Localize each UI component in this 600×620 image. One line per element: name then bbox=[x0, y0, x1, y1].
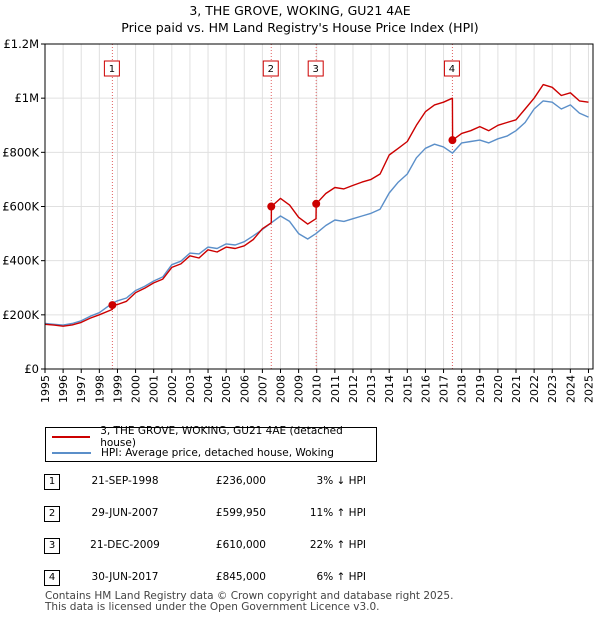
x-tick-label: 1999 bbox=[111, 375, 124, 403]
table-row: 3 21-DEC-2009 £610,000 22% ↑ HPI bbox=[44, 538, 444, 554]
y-tick-label: £400K bbox=[2, 254, 39, 268]
transaction-point bbox=[267, 202, 276, 211]
x-tick-label: 2004 bbox=[202, 375, 215, 403]
series-line-hpi bbox=[44, 100, 589, 326]
y-tick-label: £1M bbox=[14, 91, 39, 105]
plot-frame bbox=[44, 43, 594, 370]
x-tick-label: 2002 bbox=[166, 375, 179, 403]
transaction-label-box bbox=[103, 60, 120, 77]
transaction-price: £599,950 bbox=[215, 507, 266, 519]
transaction-point bbox=[448, 136, 457, 145]
transaction-date: 30-JUN-2017 bbox=[91, 571, 159, 583]
x-tick-label: 2019 bbox=[474, 375, 487, 403]
legend-label-hpi: HPI: Average price, detached house, Woki… bbox=[101, 447, 334, 459]
x-tick-label: 2022 bbox=[528, 375, 541, 403]
transaction-date: 21-SEP-1998 bbox=[91, 475, 159, 487]
transaction-label-box bbox=[262, 60, 279, 77]
y-tick-label: £0 bbox=[24, 362, 39, 376]
table-row: 4 30-JUN-2017 £845,000 6% ↑ HPI bbox=[44, 570, 444, 586]
x-tick-label: 2011 bbox=[329, 375, 342, 403]
x-tick-label: 1997 bbox=[75, 375, 88, 403]
x-tick-label: 2007 bbox=[256, 375, 269, 403]
table-row: 1 21-SEP-1998 £236,000 3% ↓ HPI bbox=[44, 474, 444, 490]
transaction-hpi: 11% ↑ HPI bbox=[309, 507, 366, 519]
x-tick-label: 2005 bbox=[220, 375, 233, 403]
transaction-label-box bbox=[307, 60, 324, 77]
transaction-price: £236,000 bbox=[215, 475, 266, 487]
x-tick-label: 2013 bbox=[365, 375, 378, 403]
x-tick-label: 2024 bbox=[564, 375, 577, 403]
transaction-number: 2 bbox=[44, 506, 60, 522]
y-tick-label: £600K bbox=[2, 200, 39, 214]
x-tick-label: 2018 bbox=[456, 375, 469, 403]
transaction-point bbox=[108, 301, 117, 310]
x-tick-label: 2020 bbox=[492, 375, 505, 403]
transaction-date: 21-DEC-2009 bbox=[90, 539, 160, 551]
legend-item-hpi: HPI: Average price, detached house, Woki… bbox=[52, 446, 334, 460]
x-tick-label: 2017 bbox=[438, 375, 451, 403]
y-tick-label: £200K bbox=[2, 308, 39, 322]
y-tick-label: £800K bbox=[2, 145, 39, 159]
transaction-number: 1 bbox=[44, 474, 60, 490]
transaction-label-box bbox=[443, 60, 460, 77]
transaction-number: 4 bbox=[44, 570, 60, 586]
transaction-label: 2 bbox=[268, 64, 274, 75]
x-tick-label: 2021 bbox=[510, 375, 523, 403]
chart-subtitle: Price paid vs. HM Land Registry's House … bbox=[121, 20, 479, 35]
x-tick-label: 2003 bbox=[184, 375, 197, 403]
x-tick-label: 2009 bbox=[293, 375, 306, 403]
x-tick-label: 2006 bbox=[238, 375, 251, 403]
transaction-hpi: 6% ↑ HPI bbox=[316, 571, 366, 583]
transaction-number: 3 bbox=[44, 538, 60, 554]
transaction-label: 4 bbox=[449, 64, 455, 75]
transaction-price: £845,000 bbox=[215, 571, 266, 583]
x-tick-label: 2014 bbox=[383, 375, 396, 403]
transaction-price: £610,000 bbox=[215, 539, 266, 551]
series-line-property bbox=[44, 83, 589, 327]
x-tick-label: 2010 bbox=[311, 375, 324, 403]
legend-swatch-property bbox=[52, 436, 91, 438]
transaction-hpi: 3% ↓ HPI bbox=[316, 475, 366, 487]
chart-title: 3, THE GROVE, WOKING, GU21 4AE bbox=[189, 3, 411, 18]
x-tick-label: 1995 bbox=[39, 375, 52, 403]
x-tick-label: 2000 bbox=[130, 375, 143, 403]
x-tick-label: 2012 bbox=[347, 375, 360, 403]
transaction-date: 29-JUN-2007 bbox=[91, 507, 159, 519]
transaction-label: 1 bbox=[109, 64, 115, 75]
transaction-hpi: 22% ↑ HPI bbox=[309, 539, 366, 551]
legend: 3, THE GROVE, WOKING, GU21 4AE (detached… bbox=[45, 425, 377, 462]
x-tick-label: 2001 bbox=[148, 375, 161, 403]
x-tick-label: 2025 bbox=[582, 375, 595, 403]
table-row: 2 29-JUN-2007 £599,950 11% ↑ HPI bbox=[44, 506, 444, 522]
x-tick-label: 1998 bbox=[93, 375, 106, 403]
price-chart: 1995 1996 1997 1998 1999 2000 2001 2002 2003 2004… bbox=[2, 37, 595, 403]
legend-label-property: 3, THE GROVE, WOKING, GU21 4AE (detached… bbox=[100, 425, 343, 449]
x-tick-label: 1996 bbox=[57, 375, 70, 403]
transaction-point bbox=[312, 199, 321, 208]
transaction-label: 3 bbox=[313, 64, 319, 75]
x-tick-label: 2023 bbox=[546, 375, 559, 403]
x-tick-label: 2008 bbox=[275, 375, 288, 403]
legend-swatch-hpi bbox=[52, 452, 91, 454]
footer-copyright: Contains HM Land Registry data © Crown c… bbox=[45, 590, 454, 602]
footer-licence: This data is licensed under the Open Gov… bbox=[45, 601, 380, 613]
x-tick-label: 2015 bbox=[401, 375, 414, 403]
legend-item-property: 3, THE GROVE, WOKING, GU21 4AE (detached… bbox=[52, 425, 376, 449]
x-tick-label: 2016 bbox=[419, 375, 432, 403]
y-tick-label: £1.2M bbox=[3, 37, 39, 51]
